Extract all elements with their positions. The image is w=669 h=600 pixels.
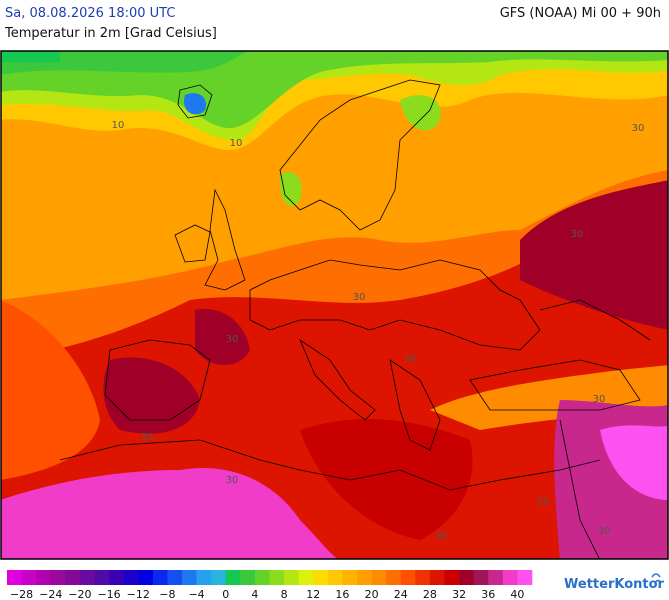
colorbar-label: 36 — [481, 588, 495, 600]
color-swatch — [313, 570, 329, 585]
colorbar-label: 0 — [222, 588, 229, 600]
color-swatch — [371, 570, 387, 585]
color-swatch — [517, 570, 533, 585]
colorbar-label: 40 — [510, 588, 524, 600]
color-swatch — [79, 570, 95, 585]
color-swatch — [138, 570, 154, 585]
contour-label: 30 — [593, 394, 606, 405]
contour-label: 30 — [571, 229, 584, 240]
color-swatch — [123, 570, 139, 585]
color-swatch — [211, 570, 227, 585]
contour-label: 30 — [141, 432, 154, 443]
contour-label: 30 — [435, 531, 448, 542]
contour-label: 10 — [112, 120, 125, 131]
color-swatch — [240, 570, 256, 585]
color-swatch — [502, 570, 518, 585]
contour-label: 30 — [226, 475, 239, 486]
color-swatch — [269, 570, 285, 585]
color-swatch — [109, 570, 124, 585]
brand: WetterKontor — [564, 577, 665, 592]
color-swatch — [167, 570, 183, 585]
colorbar-label: 16 — [335, 588, 349, 600]
temperature-field — [1, 51, 668, 559]
color-swatch — [488, 570, 504, 585]
contour-label: 30 — [404, 354, 417, 365]
contour-label: 30 — [353, 292, 366, 303]
color-swatch — [342, 570, 358, 585]
color-swatch — [225, 570, 241, 585]
colorbar: −28 −24 −20 −16 −12 −8 −4 0 4 8 12 16 20 24 28 32 36 40 — [7, 570, 533, 600]
colorbar-label: −8 — [159, 588, 175, 600]
color-swatch — [298, 570, 314, 585]
contour-label: 30 — [537, 497, 550, 508]
color-swatch — [444, 570, 460, 585]
colorbar-label: 8 — [281, 588, 288, 600]
colorbar-label: −24 — [39, 588, 62, 600]
colorbar-label: −12 — [127, 588, 150, 600]
colorbar-label: 28 — [423, 588, 437, 600]
color-swatch — [284, 570, 299, 585]
colorbar-label: −20 — [68, 588, 91, 600]
color-swatch — [415, 570, 431, 585]
color-swatch — [182, 570, 197, 585]
brand-logo — [651, 573, 662, 584]
color-swatch — [429, 570, 445, 585]
color-swatch — [327, 570, 343, 585]
color-swatch — [65, 570, 81, 585]
color-swatch — [459, 570, 474, 585]
color-swatch — [36, 570, 52, 585]
title: Temperatur in 2m [Grad Celsius] — [5, 26, 217, 41]
colorbar-label: 32 — [452, 588, 466, 600]
color-swatch — [196, 570, 212, 585]
color-swatch — [254, 570, 270, 585]
colorbar-label: −16 — [97, 588, 120, 600]
colorbar-label: 4 — [251, 588, 258, 600]
color-swatch — [21, 570, 37, 585]
color-swatch — [473, 570, 489, 585]
colorbar-label: −28 — [10, 588, 33, 600]
color-swatch — [50, 570, 66, 585]
contour-label: 30 — [598, 526, 611, 537]
color-swatch — [152, 570, 168, 585]
contour-labels: 10 10 30 30 30 30 30 30 30 30 30 30 30 — [112, 120, 645, 542]
colorbar-label: 12 — [306, 588, 320, 600]
contour-label: 30 — [632, 123, 645, 134]
color-swatch — [386, 570, 402, 585]
colorbar-label: 20 — [365, 588, 379, 600]
color-swatch — [357, 570, 372, 585]
contour-label: 10 — [230, 138, 243, 149]
map-frame — [0, 50, 669, 560]
datetime: Sa, 08.08.2026 18:00 UTC — [5, 6, 176, 21]
color-swatch — [7, 570, 22, 585]
color-swatch — [400, 570, 416, 585]
colorbar-label: −4 — [188, 588, 204, 600]
coastlines — [59, 79, 651, 559]
contour-label: 30 — [226, 334, 239, 345]
model: GFS (NOAA) Mi 00 + 90h — [499, 6, 661, 21]
colorbar-label: 24 — [394, 588, 408, 600]
color-swatch — [94, 570, 110, 585]
